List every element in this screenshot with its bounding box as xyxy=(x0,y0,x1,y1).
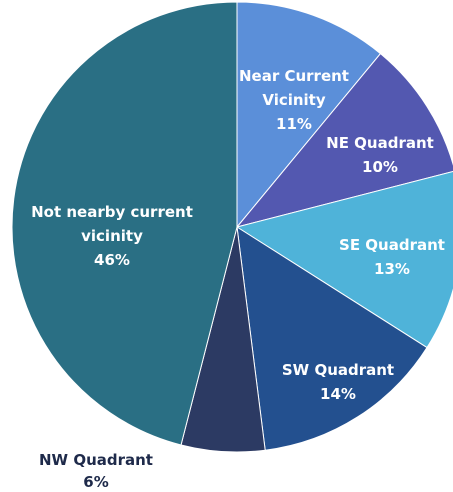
category-label: Near Current Vicinity xyxy=(239,67,349,109)
slice-label: SE Quadrant 13% xyxy=(322,233,453,281)
slice-label: NW Quadrant 6% xyxy=(26,449,166,492)
value-label: 13% xyxy=(374,260,410,278)
value-label: 14% xyxy=(320,385,356,403)
pie-slice xyxy=(236,1,382,229)
value-label: 10% xyxy=(362,158,398,176)
slice-label: Near Current Vicinity 11% xyxy=(234,64,354,136)
category-label: NE Quadrant xyxy=(326,134,434,152)
pie-slice xyxy=(236,226,428,451)
value-label: 46% xyxy=(94,251,130,269)
slice-label: NE Quadrant 10% xyxy=(315,131,445,179)
value-label: 11% xyxy=(276,115,312,133)
category-label: Not nearby current vicinity xyxy=(31,203,193,245)
slice-label: SW Quadrant 14% xyxy=(268,358,408,406)
category-label: SW Quadrant xyxy=(281,361,395,379)
slice-label: Not nearby current vicinity 46% xyxy=(17,200,207,272)
pie-slice xyxy=(235,171,453,349)
category-label: SE Quadrant xyxy=(339,236,445,254)
pie-slice xyxy=(11,1,238,446)
category-label: NW Quadrant xyxy=(39,451,153,469)
value-label: 6% xyxy=(83,473,109,491)
